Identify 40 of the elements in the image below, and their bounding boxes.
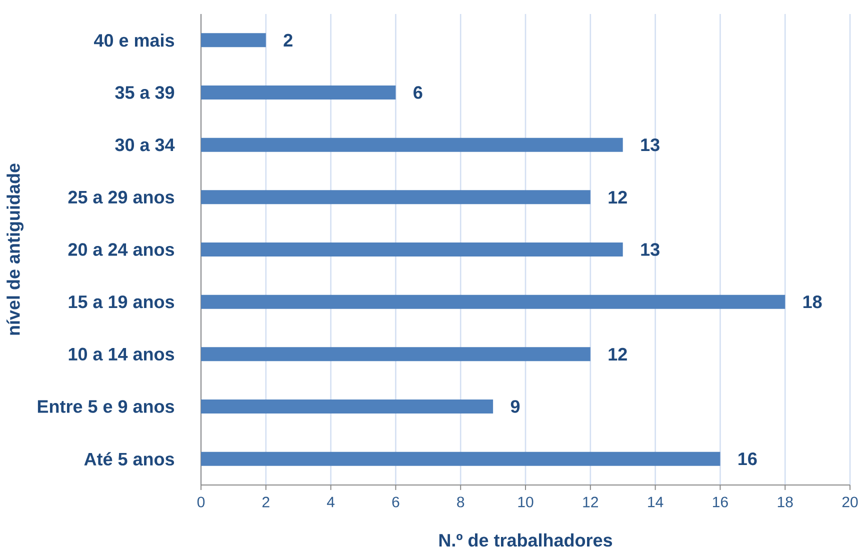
data-label: 12 [608,348,627,360]
x-tick-label: 2 [262,496,270,508]
x-tick-label: 12 [583,496,598,508]
bar [201,400,494,414]
y-tick-label: 15 a 19 anos [68,295,174,308]
bar [201,294,786,309]
y-tick-label: 10 a 14 anos [68,348,174,361]
y-tick-label: 30 a 34 [115,138,175,152]
data-label: 6 [414,86,422,99]
bar [201,452,720,466]
bar [201,242,623,257]
x-tick-label: 16 [713,496,728,508]
y-tick-label: 20 a 24 anos [68,243,174,256]
bar [201,347,590,362]
x-tick-label: 10 [518,496,534,508]
x-tick-label: 18 [778,496,793,508]
y-tick-label: 25 a 29 anos [68,190,174,204]
bar [201,86,396,100]
x-axis-title: N.º de trabalhadores [439,533,612,547]
y-tick-label: Entre 5 e 9 anos [38,400,174,413]
data-label: 16 [738,452,757,466]
x-tick-label: 0 [197,496,205,508]
y-tick-label: 40 e mais [94,34,174,47]
data-label: 12 [608,190,627,204]
bar [201,190,590,204]
data-label: 2 [284,34,292,46]
bar [201,33,266,48]
data-label: 13 [641,243,660,256]
x-tick-label: 8 [457,496,464,508]
y-tick-label: 35 a 39 [115,86,174,99]
y-tick-label: Até 5 anos [84,452,174,466]
y-axis-title: nível de antiguidade [6,164,24,335]
data-label: 9 [510,400,520,413]
x-tick-label: 6 [392,496,400,508]
bar [201,138,623,152]
x-tick-label: 4 [326,496,335,508]
data-label: 18 [803,295,822,308]
data-label: 13 [641,138,660,152]
x-tick-label: 14 [648,496,664,508]
x-tick-label: 20 [842,496,858,508]
